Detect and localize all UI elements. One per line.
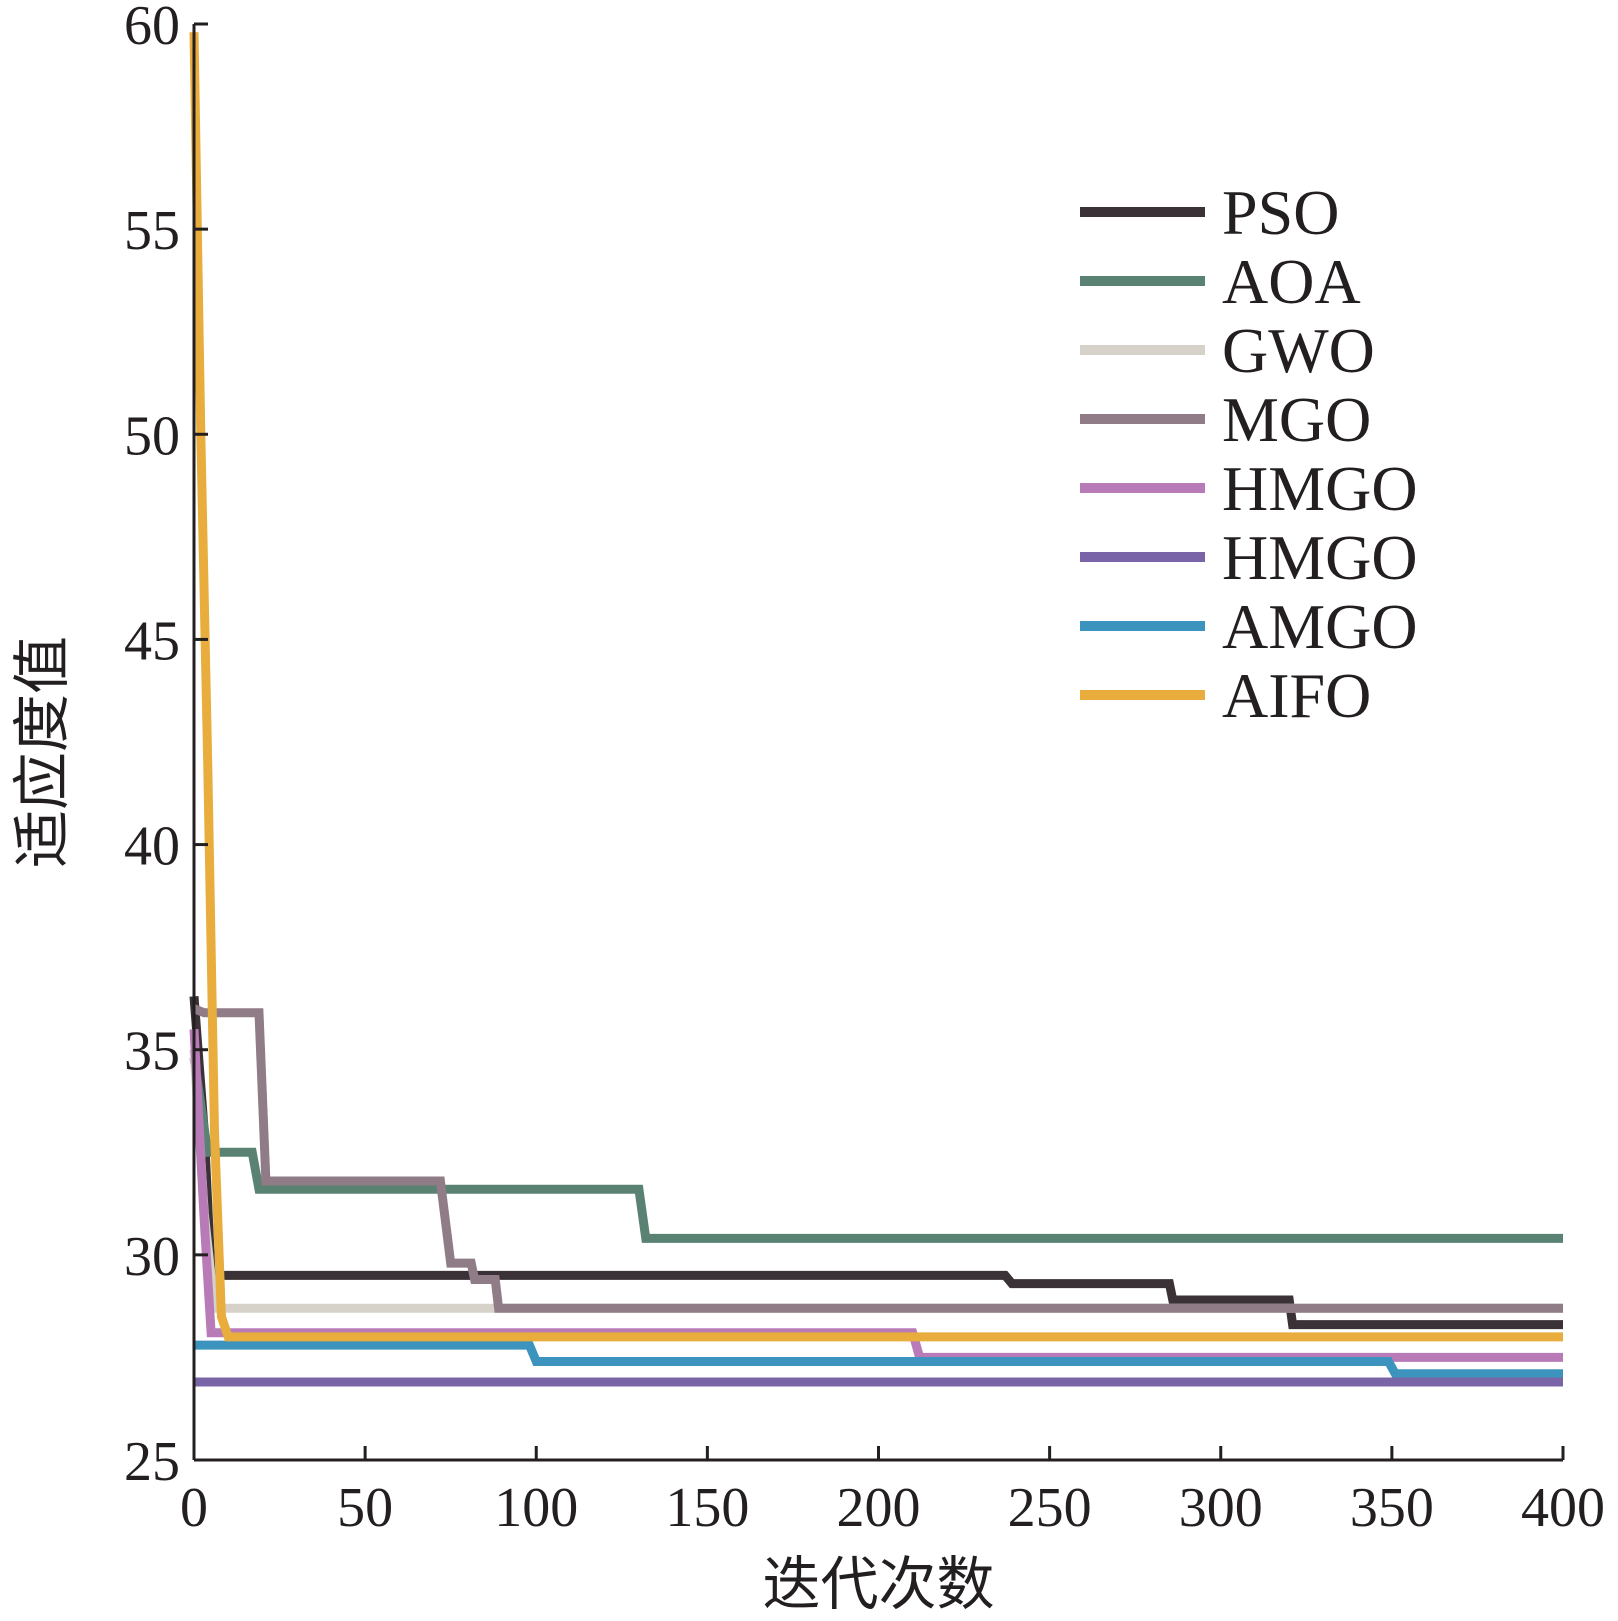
y-tick-label: 35	[124, 1021, 180, 1083]
x-tick-label: 200	[837, 1477, 921, 1539]
y-tick-label: 50	[124, 405, 180, 467]
x-tick-label: 400	[1521, 1477, 1605, 1539]
series-line-mgo	[192, 1004, 1563, 1313]
y-axis-title: 适应度值	[8, 636, 76, 868]
y-tick-label: 25	[124, 1431, 180, 1493]
x-tick-label: 350	[1350, 1477, 1434, 1539]
y-tick-label: 55	[124, 200, 180, 262]
ticks-layer: 0 50 100 150 200 250 300 350 400 25 30 35 40 45 50 55 60	[124, 0, 1605, 1539]
legend-label-aoa: AOA	[1222, 246, 1361, 317]
legend-label-amgo: AMGO	[1222, 591, 1418, 662]
legend-label-aifo: AIFO	[1222, 660, 1371, 731]
x-tick-label: 150	[665, 1477, 749, 1539]
y-tick-label: 40	[124, 816, 180, 878]
series-line-amgo	[194, 1340, 1563, 1379]
axes-layer	[192, 24, 1563, 1462]
y-tick-label: 45	[124, 610, 180, 672]
x-axis-title: 迭代次数	[762, 1550, 994, 1618]
y-tick-label: 30	[124, 1226, 180, 1288]
x-tick-label: 300	[1179, 1477, 1263, 1539]
y-tick-label: 60	[124, 0, 180, 57]
series-layer	[189, 32, 1563, 1387]
legend-label-hmgo: HMGO	[1222, 522, 1418, 593]
x-tick-label: 0	[180, 1477, 208, 1539]
series-line-pso	[189, 996, 1563, 1330]
x-tick-label: 100	[494, 1477, 578, 1539]
legend-label-gwo: GWO	[1222, 315, 1375, 386]
series-line-aoa	[189, 1057, 1563, 1243]
legend-label-hmgo: HMGO	[1222, 453, 1418, 524]
x-tick-label: 250	[1008, 1477, 1092, 1539]
legend-label-mgo: MGO	[1222, 384, 1371, 455]
x-tick-label: 50	[337, 1477, 393, 1539]
legend-label-pso: PSO	[1222, 177, 1339, 248]
